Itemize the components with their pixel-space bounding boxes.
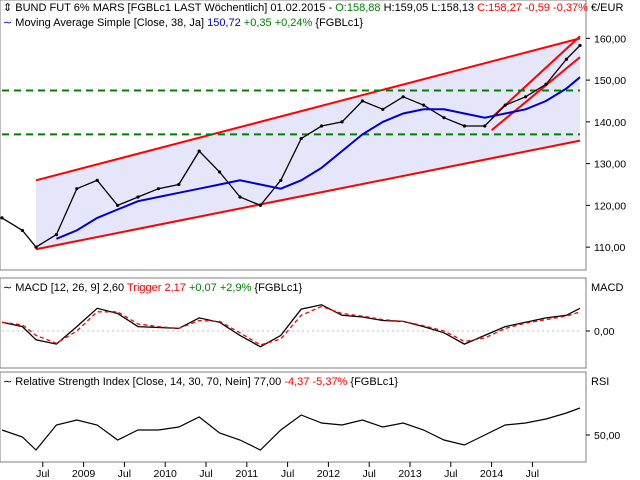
macd-legend: ∼ MACD [12, 26, 9] 2,60 Trigger 2,17 +0,…: [3, 282, 302, 294]
price-ytick-label: 160,00: [594, 33, 626, 45]
header-legend: ⇕ BUND FUT 6% MARS [FGBLc1 LAST Wöchentl…: [3, 2, 588, 14]
macd-axis-title: MACD: [591, 282, 623, 294]
macd-legend-label: MACD [12, 26, 9] 2,60: [15, 282, 124, 294]
rsi-legend: ∼ Relative Strength Index [Close, 14, 30…: [3, 376, 398, 388]
price-ytick-label: 130,00: [594, 159, 626, 171]
macd-plot: [1, 304, 581, 348]
price-ytick-label: 120,00: [594, 200, 626, 212]
price-point: [401, 95, 405, 99]
xtick-label: Jul: [281, 468, 294, 480]
price-ytick-label: 140,00: [594, 117, 626, 129]
price-point: [197, 149, 201, 153]
change-pct-value: -0,37%: [553, 2, 588, 14]
price-point: [320, 124, 324, 128]
unit-label: €/EUR: [591, 2, 623, 14]
ma-legend-ticker: {FGBLc1}: [315, 17, 363, 29]
chart-arrow-icon: ⇕: [3, 2, 15, 14]
rsi-axis-title: RSI: [591, 376, 609, 388]
rsi-line-icon: ∼: [3, 376, 15, 388]
rsi-change-pct: -5,37%: [312, 376, 347, 388]
price-point: [483, 124, 487, 128]
price-point: [95, 178, 99, 182]
macd-change: +0,07: [189, 282, 217, 294]
rsi-ytick-label: 50,00: [594, 430, 620, 442]
price-ytick-label: 110,00: [594, 242, 625, 254]
rsi-change: -4,37: [284, 376, 309, 388]
price-point: [564, 57, 569, 61]
xtick-label: Jul: [444, 468, 457, 480]
change-value: -0,59: [525, 2, 550, 14]
xtick-label: 2013: [398, 468, 422, 480]
price-point: [462, 124, 466, 128]
price-point: [156, 187, 160, 191]
price-point: [340, 120, 344, 124]
xtick-label: Jul: [36, 468, 49, 480]
price-point: [20, 228, 24, 233]
rsi-panel-frame: [0, 371, 587, 463]
price-point: [0, 216, 4, 220]
price-point: [177, 182, 181, 187]
rsi-legend-label: Relative Strength Index [Close, 14, 30, …: [15, 376, 281, 388]
price-point: [34, 245, 38, 249]
trend-channel-fill: [36, 38, 580, 250]
price-point: [258, 203, 262, 207]
price-point: [136, 195, 140, 199]
xtick-label: Jul: [118, 468, 131, 480]
axes: 160,00 150,00 140,00 130,00 120,00 110,00 0,00…: [36, 33, 626, 480]
price-point: [218, 170, 222, 174]
price-point: [503, 103, 507, 107]
price-point: [442, 116, 446, 120]
xtick-label: 2012: [317, 468, 341, 480]
price-point: [116, 203, 120, 207]
price-point: [524, 95, 528, 99]
price-series-line: [1, 44, 581, 248]
ma-legend-change: +0,35: [244, 17, 272, 29]
high-value: H:159,05: [384, 2, 429, 14]
rsi-ticker: {FGBLc1}: [350, 376, 398, 388]
ma-legend-value: 150,72: [207, 17, 241, 29]
moving-average-line: [56, 76, 581, 240]
price-ytick-label: 150,00: [594, 75, 626, 87]
price-point: [299, 136, 303, 141]
close-value: C:158,27: [477, 2, 522, 14]
xtick-label: 2011: [236, 468, 259, 480]
xtick-label: 2009: [72, 468, 96, 480]
short-channel-lower: [490, 56, 581, 131]
channel-lower-line: [35, 139, 581, 251]
price-point: [54, 232, 59, 237]
price-point: [279, 178, 283, 182]
ma-legend-label: Moving Average Simple [Close, 38, Ja]: [15, 17, 204, 29]
instrument-title: BUND FUT 6% MARS [FGBLc1 LAST Wöchentlic…: [15, 2, 332, 14]
macd-ticker: {FGBLc1}: [254, 282, 302, 294]
price-point: [360, 99, 364, 103]
macd-trigger-label: Trigger 2,17: [127, 282, 186, 294]
ma-legend-change-pct: +0,24%: [275, 17, 313, 29]
rsi-line: [1, 407, 581, 451]
macd-change-pct: +2,9%: [220, 282, 252, 294]
low-value: L:158,13: [431, 2, 474, 14]
macd-trigger-line: [1, 305, 581, 346]
price-point: [75, 187, 79, 191]
xtick-label: 2014: [480, 468, 504, 480]
macd-ytick-label: 0,00: [594, 326, 615, 338]
macd-panel-frame: [0, 277, 587, 369]
xtick-label: 2010: [154, 468, 178, 480]
price-point: [544, 82, 548, 86]
channel-upper-line: [35, 37, 581, 182]
price-point: [422, 103, 426, 107]
price-plot: [0, 35, 582, 251]
ma-line-icon: ∼: [3, 17, 15, 29]
macd-line: [1, 304, 581, 348]
xtick-label: Jul: [526, 468, 539, 480]
xtick-label: Jul: [362, 468, 375, 480]
price-point: [381, 107, 385, 111]
ma-legend: ∼ Moving Average Simple [Close, 38, Ja] …: [3, 17, 363, 29]
open-value: O:158,88: [335, 2, 380, 14]
price-point: [238, 195, 242, 199]
price-point: [578, 43, 582, 48]
xtick-label: Jul: [199, 468, 212, 480]
rsi-plot: [1, 407, 581, 451]
macd-line-icon: ∼: [3, 282, 15, 294]
